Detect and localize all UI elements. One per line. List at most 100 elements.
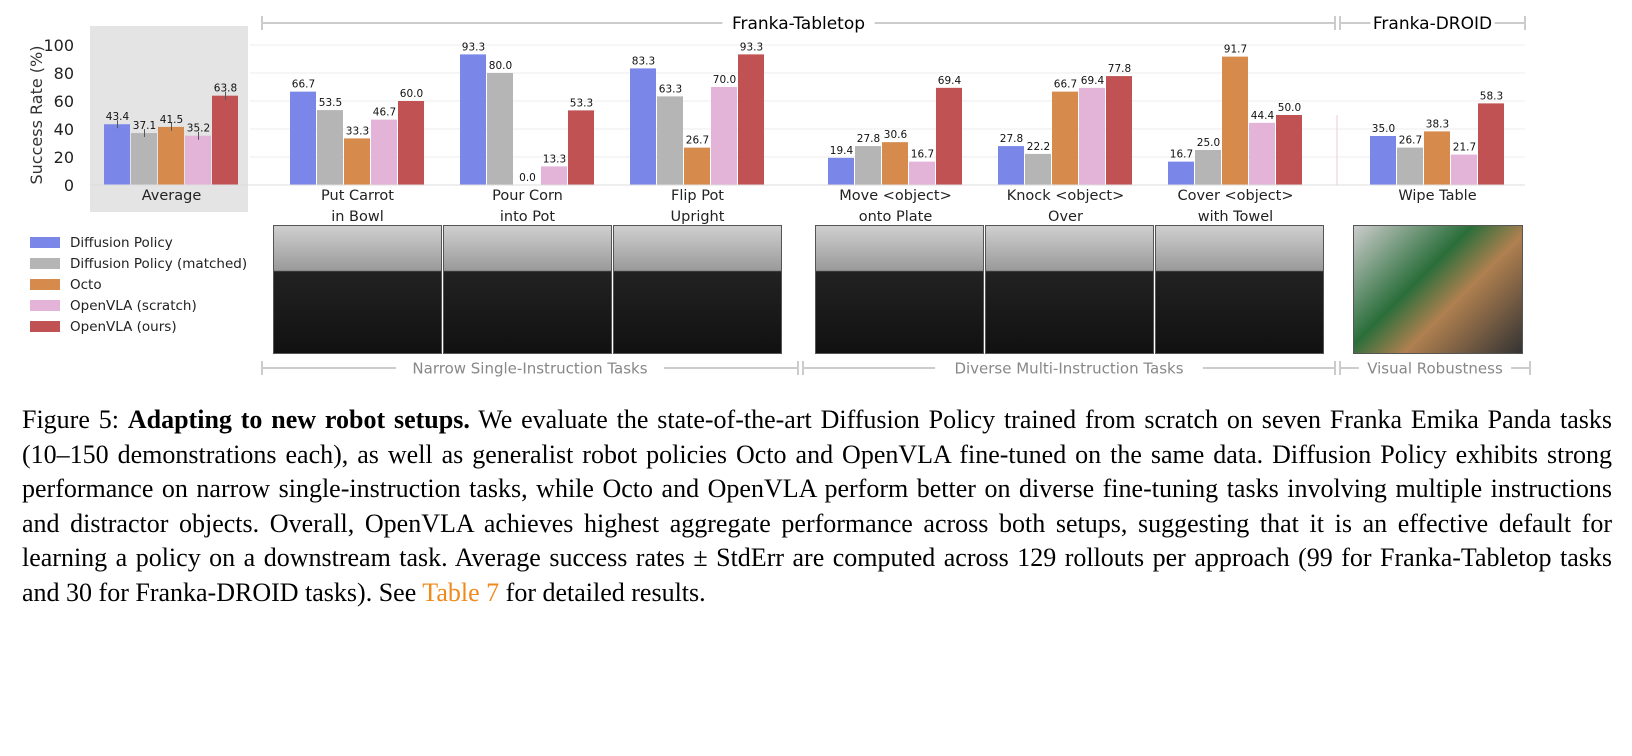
bar [568, 110, 594, 185]
bar-value-label: 63.8 [214, 83, 237, 95]
bottom-group-label: Diverse Multi-Instruction Tasks [954, 359, 1183, 377]
legend-label: OpenVLA (scratch) [70, 297, 197, 314]
bar [158, 126, 184, 185]
bar-value-label: 35.0 [1372, 123, 1395, 135]
x-tick-label: Knock <object> [1007, 188, 1125, 204]
task-photo [985, 225, 1154, 354]
task-photo [443, 225, 612, 354]
x-tick-label: with Towel [1198, 209, 1273, 225]
caption-tail: for detailed results. [505, 577, 706, 607]
bar [1195, 150, 1221, 185]
bar [1106, 76, 1132, 185]
y-tick-label: 40 [54, 120, 74, 139]
legend-swatch [30, 279, 60, 290]
bar-value-label: 38.3 [1426, 118, 1449, 130]
legend-item: Diffusion Policy [30, 232, 247, 253]
bar [104, 124, 130, 185]
bar [344, 138, 370, 185]
bottom-group-bg [935, 356, 1203, 380]
x-tick-label: Flip Pot [671, 188, 724, 204]
bar-value-label: 44.4 [1251, 110, 1275, 122]
bar-value-label: 41.5 [160, 114, 183, 126]
bar-value-label: 91.7 [1224, 44, 1247, 56]
bar-value-label: 30.6 [884, 129, 908, 141]
bar [290, 91, 316, 185]
bar-value-label: 21.7 [1453, 142, 1476, 154]
bar-value-label: 26.7 [1399, 135, 1422, 147]
bar-value-label: 93.3 [740, 41, 763, 53]
bar [131, 133, 157, 185]
bar-value-label: 25.0 [1197, 137, 1220, 149]
bar-value-label: 27.8 [857, 133, 880, 145]
bar [1370, 136, 1396, 185]
top-group-label: Franka-DROID [1373, 14, 1492, 34]
bar [855, 146, 881, 185]
table-link[interactable]: Table 7 [422, 577, 500, 607]
bar-value-label: 69.4 [938, 75, 962, 87]
bar [684, 147, 710, 185]
bar [1052, 91, 1078, 185]
bar [998, 146, 1024, 185]
top-group-bg [1370, 11, 1495, 35]
bar [460, 54, 486, 185]
x-tick-label: into Pot [500, 209, 555, 225]
bar-value-label: 37.1 [133, 120, 156, 132]
legend-label: Octo [70, 276, 102, 293]
legend-item: Octo [30, 274, 247, 295]
legend-swatch [30, 258, 60, 269]
y-axis-label: Success Rate (%) [27, 46, 46, 185]
legend-item: OpenVLA (ours) [30, 316, 247, 337]
bar-value-label: 19.4 [830, 145, 854, 157]
bar-value-label: 66.7 [292, 79, 315, 91]
bottom-group-label: Visual Robustness [1367, 359, 1503, 377]
bar-value-label: 53.5 [319, 97, 342, 109]
bar [1249, 122, 1275, 185]
bar-value-label: 70.0 [713, 74, 736, 86]
x-tick-label: Wipe Table [1398, 188, 1476, 204]
bar [1478, 103, 1504, 185]
legend-item: OpenVLA (scratch) [30, 295, 247, 316]
x-tick-label: Put Carrot [321, 188, 394, 204]
bar [1168, 161, 1194, 185]
bar [738, 54, 764, 185]
bar-value-label: 63.3 [659, 83, 682, 95]
x-tick-label: onto Plate [859, 209, 933, 225]
bottom-group-label: Narrow Single-Instruction Tasks [412, 359, 647, 377]
legend-swatch [30, 300, 60, 311]
bar-value-label: 58.3 [1480, 90, 1503, 102]
bar [828, 157, 854, 185]
bar-value-label: 80.0 [489, 60, 512, 72]
y-tick-label: 100 [43, 36, 74, 55]
legend-label: OpenVLA (ours) [70, 318, 177, 335]
bar-value-label: 77.8 [1108, 63, 1131, 75]
bar [1424, 131, 1450, 185]
y-tick-label: 60 [54, 92, 74, 111]
figure-caption: Figure 5: Adapting to new robot setups. … [22, 403, 1612, 610]
bar-value-label: 16.7 [911, 149, 934, 161]
bar [1025, 153, 1051, 185]
bar [657, 96, 683, 185]
bar [630, 68, 656, 185]
bar [711, 87, 737, 185]
task-photo [273, 225, 442, 354]
legend-item: Diffusion Policy (matched) [30, 253, 247, 274]
caption-label: Figure 5: [22, 405, 119, 434]
bar-value-label: 27.8 [1000, 133, 1023, 145]
bar [541, 166, 567, 185]
bar [1276, 115, 1302, 185]
top-group-label: Franka-Tabletop [732, 14, 865, 34]
bar-value-label: 43.4 [106, 111, 130, 123]
bar [398, 101, 424, 185]
bar-value-label: 46.7 [373, 107, 396, 119]
x-tick-label: Cover <object> [1177, 188, 1293, 204]
bar [487, 73, 513, 185]
bar [936, 87, 962, 185]
x-tick-label: Average [142, 188, 202, 204]
x-tick-label: Move <object> [839, 188, 951, 204]
bar-value-label: 0.0 [519, 172, 536, 184]
y-tick-label: 20 [54, 148, 74, 167]
bar [185, 135, 211, 185]
bar-value-label: 35.2 [187, 123, 210, 135]
x-tick-label: Pour Corn [492, 188, 563, 204]
